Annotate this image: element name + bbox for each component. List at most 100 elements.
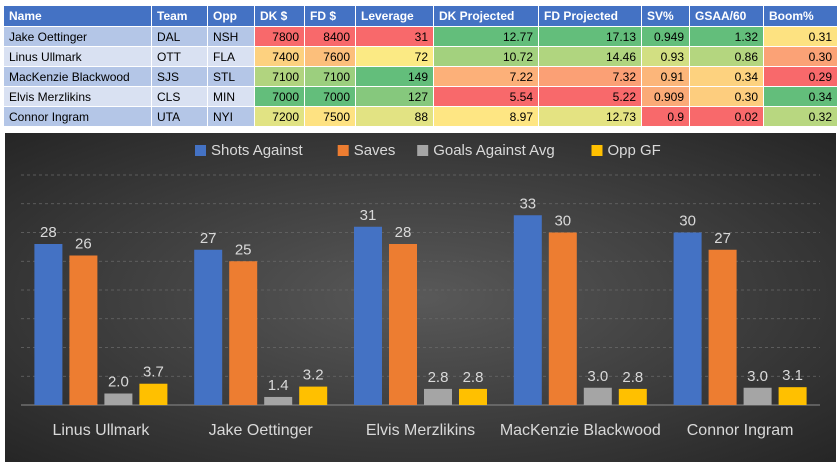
cell-sv[interactable]: 0.949: [641, 26, 690, 47]
cell-boom[interactable]: 0.30: [763, 46, 838, 67]
cell-opp[interactable]: FLA: [207, 46, 255, 67]
cell-dk[interactable]: 7100: [254, 66, 305, 87]
col-header-dk-projected[interactable]: DK Projected: [433, 5, 539, 27]
cell-opp[interactable]: MIN: [207, 86, 255, 107]
cell-fd[interactable]: 7600: [304, 46, 356, 67]
col-header-fd-salary[interactable]: FD $: [304, 5, 356, 27]
cell-gsaa[interactable]: 0.34: [689, 66, 764, 87]
legend-item[interactable]: Opp GF: [591, 142, 661, 159]
cell-name[interactable]: MacKenzie Blackwood: [3, 66, 152, 87]
cell-opp[interactable]: NYI: [207, 106, 255, 127]
bar-opp-gf[interactable]: [299, 386, 328, 405]
cell-gsaa[interactable]: 0.02: [689, 106, 764, 127]
cell-fd-proj[interactable]: 12.73: [538, 106, 642, 127]
legend-item[interactable]: Saves: [337, 142, 396, 159]
cell-sv[interactable]: 0.9: [641, 106, 690, 127]
cell-gsaa[interactable]: 1.32: [689, 26, 764, 47]
cell-dk[interactable]: 7200: [254, 106, 305, 127]
cell-sv[interactable]: 0.91: [641, 66, 690, 87]
cell-fd[interactable]: 7500: [304, 106, 356, 127]
data-label: 30: [554, 213, 571, 230]
cell-fd[interactable]: 7100: [304, 66, 356, 87]
col-header-sv-pct[interactable]: SV%: [641, 5, 690, 27]
bar-opp-gf[interactable]: [618, 388, 647, 405]
bar-opp-gf[interactable]: [778, 387, 807, 405]
cell-sv[interactable]: 0.909: [641, 86, 690, 107]
table-row: MacKenzie Blackwood SJS STL 7100 7100 149 7.22…: [3, 66, 838, 87]
cell-dk[interactable]: 7400: [254, 46, 305, 67]
bar-shots-against[interactable]: [673, 232, 702, 406]
col-header-opp[interactable]: Opp: [207, 5, 255, 27]
cell-sv[interactable]: 0.93: [641, 46, 690, 67]
cell-opp[interactable]: STL: [207, 66, 255, 87]
cell-dk-proj[interactable]: 8.97: [433, 106, 539, 127]
cell-boom[interactable]: 0.31: [763, 26, 838, 47]
cell-leverage[interactable]: 149: [355, 66, 434, 87]
col-header-leverage[interactable]: Leverage: [355, 5, 434, 27]
bar-shots-against[interactable]: [354, 226, 382, 405]
goalie-stats-table: Name Team Opp DK $ FD $ Leverage DK Proj…: [3, 5, 838, 127]
data-label: 28: [40, 224, 57, 241]
legend-item[interactable]: Shots Against: [195, 142, 304, 159]
cell-name[interactable]: Connor Ingram: [3, 106, 152, 127]
cell-fd[interactable]: 7000: [304, 86, 356, 107]
col-header-dk-salary[interactable]: DK $: [254, 5, 305, 27]
cell-dk[interactable]: 7000: [254, 86, 305, 107]
cell-team[interactable]: UTA: [151, 106, 208, 127]
col-header-team[interactable]: Team: [151, 5, 208, 27]
cell-team[interactable]: CLS: [151, 86, 208, 107]
cell-fd-proj[interactable]: 17.13: [538, 26, 642, 47]
bar-shots-against[interactable]: [194, 249, 223, 405]
cell-gsaa[interactable]: 0.30: [689, 86, 764, 107]
bar-shots-against[interactable]: [513, 215, 542, 405]
cell-dk-proj[interactable]: 12.77: [433, 26, 539, 47]
cell-team[interactable]: DAL: [151, 26, 208, 47]
cell-opp[interactable]: NSH: [207, 26, 255, 47]
bar-goals-against-avg[interactable]: [583, 387, 612, 405]
cell-leverage[interactable]: 72: [355, 46, 434, 67]
bar-goals-against-avg[interactable]: [743, 387, 772, 405]
bar-saves[interactable]: [389, 244, 417, 405]
bar-saves[interactable]: [229, 261, 258, 405]
cell-dk-proj[interactable]: 7.22: [433, 66, 539, 87]
bar-saves[interactable]: [708, 249, 737, 405]
col-header-fd-projected[interactable]: FD Projected: [538, 5, 642, 27]
bar-opp-gf[interactable]: [139, 383, 168, 405]
col-header-name[interactable]: Name: [3, 5, 152, 27]
table-row: Jake Oettinger DAL NSH 7800 8400 31 12.77 17.13…: [3, 26, 838, 47]
bar-goals-against-avg[interactable]: [424, 388, 452, 405]
cell-boom[interactable]: 0.34: [763, 86, 838, 107]
col-header-boom[interactable]: Boom%: [763, 5, 838, 27]
bar-goals-against-avg[interactable]: [264, 396, 293, 405]
legend-label: Opp GF: [608, 142, 661, 159]
cell-fd-proj[interactable]: 14.46: [538, 46, 642, 67]
cell-dk-proj[interactable]: 5.54: [433, 86, 539, 107]
cell-leverage[interactable]: 127: [355, 86, 434, 107]
data-label: 26: [75, 236, 92, 253]
cell-fd-proj[interactable]: 7.32: [538, 66, 642, 87]
cell-fd-proj[interactable]: 5.22: [538, 86, 642, 107]
legend-item[interactable]: Goals Against Avg: [417, 142, 555, 159]
cell-name[interactable]: Elvis Merzlikins: [3, 86, 152, 107]
cell-boom[interactable]: 0.32: [763, 106, 838, 127]
cell-boom[interactable]: 0.29: [763, 66, 838, 87]
bar-saves[interactable]: [548, 232, 577, 406]
category-label: Jake Oettinger: [209, 422, 314, 439]
data-label: 1.4: [268, 377, 289, 394]
cell-dk[interactable]: 7800: [254, 26, 305, 47]
data-label: 28: [395, 224, 412, 241]
col-header-gsaa[interactable]: GSAA/60: [689, 5, 764, 27]
cell-name[interactable]: Linus Ullmark: [3, 46, 152, 67]
bar-shots-against[interactable]: [34, 244, 63, 405]
cell-leverage[interactable]: 88: [355, 106, 434, 127]
cell-fd[interactable]: 8400: [304, 26, 356, 47]
cell-leverage[interactable]: 31: [355, 26, 434, 47]
bar-saves[interactable]: [69, 255, 98, 406]
bar-goals-against-avg[interactable]: [104, 393, 133, 406]
cell-team[interactable]: OTT: [151, 46, 208, 67]
cell-dk-proj[interactable]: 10.72: [433, 46, 539, 67]
bar-opp-gf[interactable]: [459, 388, 487, 405]
cell-gsaa[interactable]: 0.86: [689, 46, 764, 67]
cell-name[interactable]: Jake Oettinger: [3, 26, 152, 47]
cell-team[interactable]: SJS: [151, 66, 208, 87]
